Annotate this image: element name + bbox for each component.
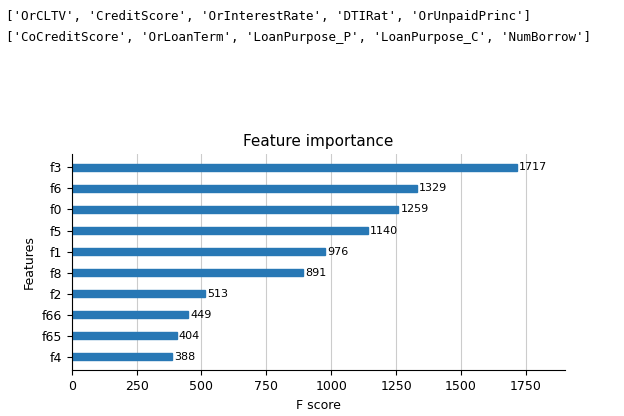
Text: ['OrCLTV', 'CreditScore', 'OrInterestRate', 'DTIRat', 'OrUnpaidPrinc']: ['OrCLTV', 'CreditScore', 'OrInterestRat… — [6, 10, 531, 23]
Bar — [72, 164, 517, 171]
Text: 1140: 1140 — [369, 225, 397, 235]
Text: 449: 449 — [190, 310, 212, 319]
Bar — [72, 206, 398, 213]
Text: 976: 976 — [327, 247, 348, 257]
Text: 513: 513 — [207, 289, 228, 299]
Bar — [72, 311, 188, 318]
Bar — [72, 185, 417, 192]
Text: ['CoCreditScore', 'OrLoanTerm', 'LoanPurpose_P', 'LoanPurpose_C', 'NumBorrow']: ['CoCreditScore', 'OrLoanTerm', 'LoanPur… — [6, 31, 592, 44]
Bar — [72, 269, 303, 276]
X-axis label: F score: F score — [296, 399, 341, 411]
Y-axis label: Features: Features — [23, 235, 36, 289]
Bar — [72, 248, 325, 255]
Bar — [72, 353, 172, 360]
Text: 1329: 1329 — [419, 183, 447, 193]
Bar — [72, 332, 177, 339]
Text: 388: 388 — [175, 352, 196, 362]
Bar — [72, 227, 368, 234]
Title: Feature importance: Feature importance — [243, 134, 393, 149]
Bar — [72, 290, 205, 297]
Text: 1259: 1259 — [401, 205, 429, 215]
Text: 891: 891 — [305, 267, 326, 277]
Text: 1717: 1717 — [519, 162, 548, 173]
Text: 404: 404 — [178, 331, 200, 341]
